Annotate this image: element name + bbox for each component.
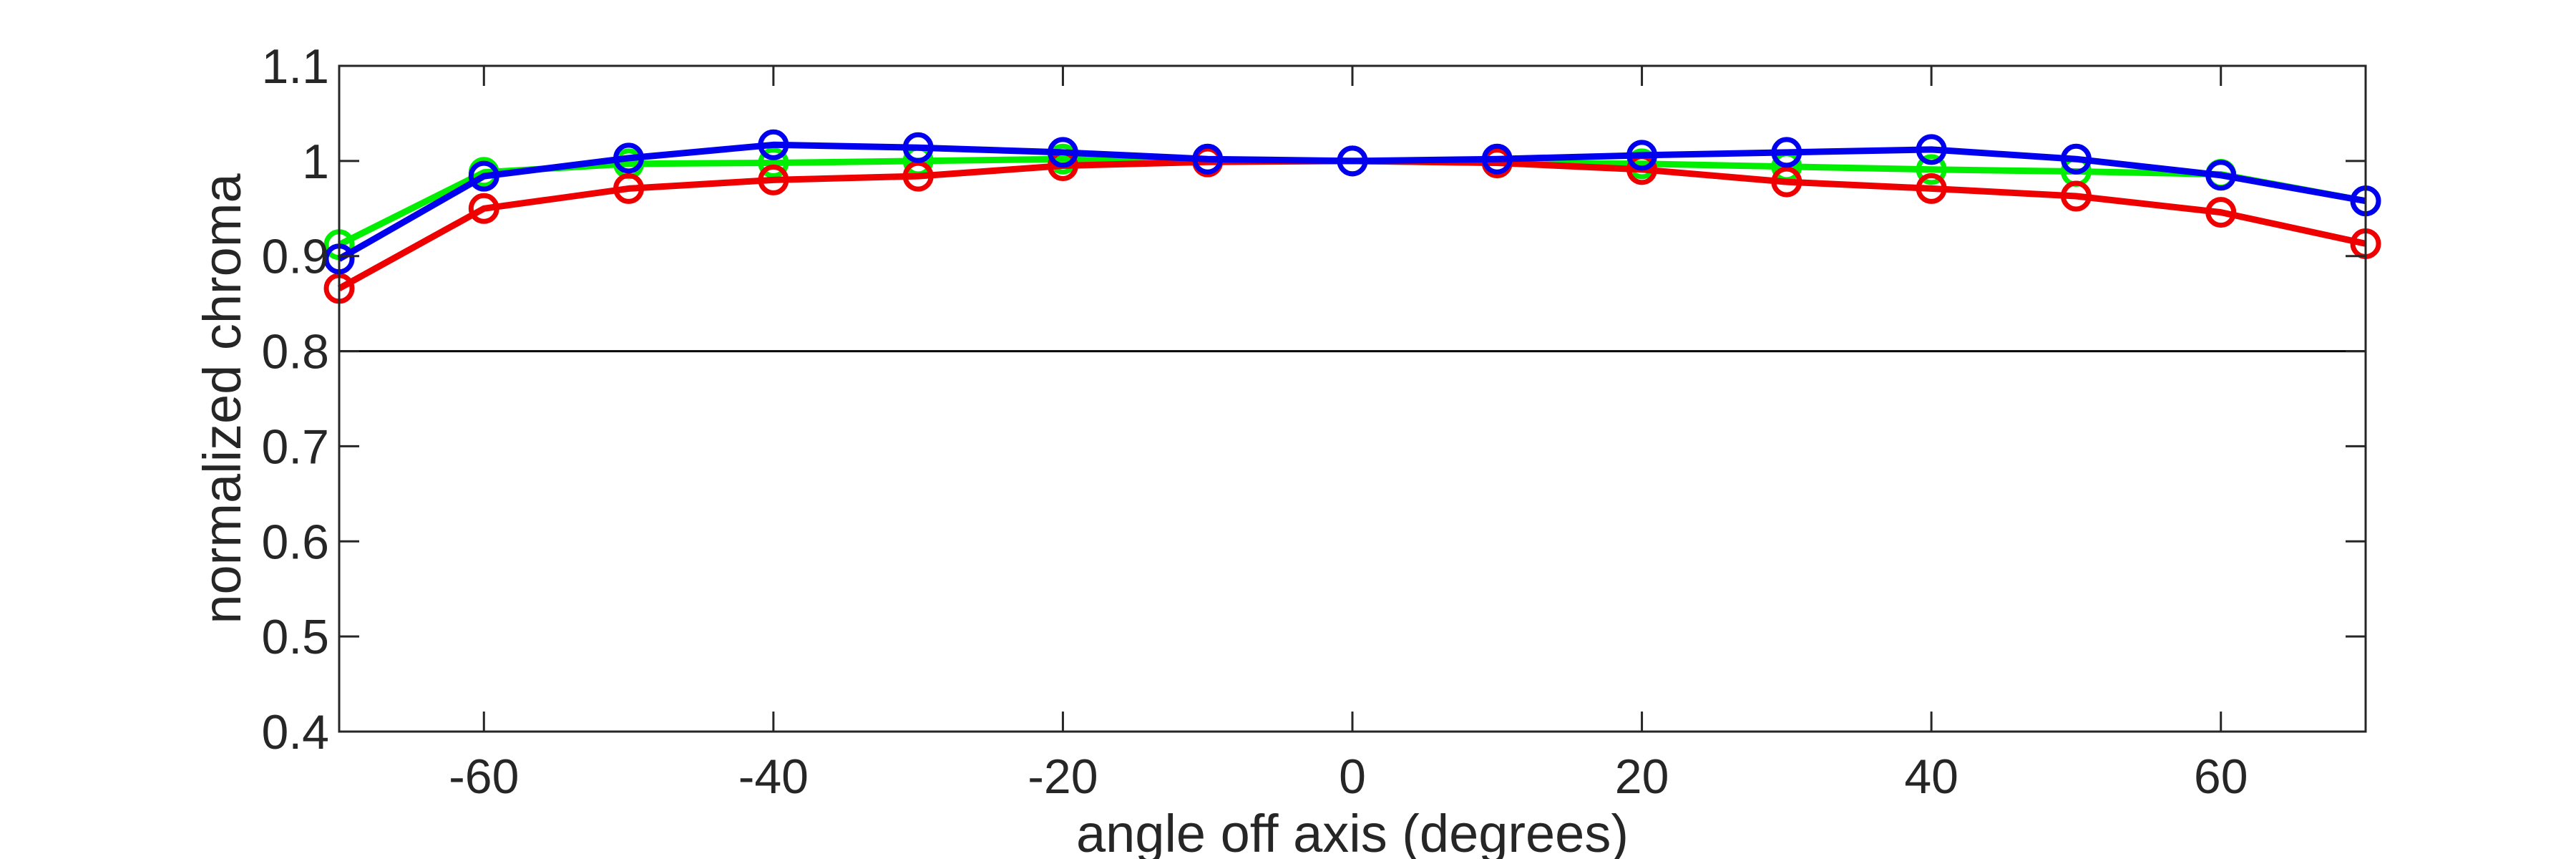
y-tick-label: 1 — [302, 135, 329, 189]
y-tick-label: 0.6 — [261, 515, 329, 569]
x-tick-label: -40 — [738, 749, 809, 804]
data-point — [613, 142, 645, 174]
x-tick-label: 60 — [2194, 749, 2248, 804]
data-point — [1916, 134, 1947, 165]
x-tick-label: 20 — [1615, 749, 1669, 804]
data-point — [902, 132, 934, 163]
data-point — [1047, 137, 1078, 168]
data-point — [613, 173, 645, 204]
series-line — [337, 157, 2366, 291]
y-tick-label: 0.7 — [261, 419, 329, 474]
data-point — [1192, 143, 1224, 175]
data-point — [468, 160, 499, 192]
y-tick-label: 1.1 — [261, 39, 329, 94]
data-point — [1337, 145, 1368, 177]
y-tick-label: 0.5 — [261, 610, 329, 664]
data-point — [468, 193, 499, 224]
y-tick-label: 0.4 — [261, 705, 329, 759]
data-point — [2205, 160, 2237, 191]
series-line — [337, 141, 2366, 262]
x-tick-label: -20 — [1028, 749, 1098, 804]
x-tick-label: 40 — [1904, 749, 1958, 804]
x-tick-label: 0 — [1339, 749, 1366, 804]
y-tick-label: 0.8 — [261, 325, 329, 379]
x-tick-label: -60 — [449, 749, 519, 804]
y-axis-title: normalized chroma — [192, 173, 252, 624]
data-point — [902, 160, 934, 192]
x-axis-title: angle off axis (degrees) — [1076, 804, 1629, 859]
data-point — [2205, 197, 2237, 228]
data-point — [1626, 140, 1658, 171]
y-tick-label: 0.9 — [261, 230, 329, 284]
data-point — [1481, 143, 1513, 175]
data-point — [758, 147, 789, 179]
data-point — [1916, 154, 1947, 185]
data-point — [758, 129, 789, 160]
data-point — [2060, 143, 2092, 175]
data-point — [2060, 180, 2092, 212]
data-point — [1771, 166, 1802, 198]
data-point — [1916, 173, 1947, 204]
data-point — [1771, 137, 1802, 168]
data-point — [758, 164, 789, 195]
